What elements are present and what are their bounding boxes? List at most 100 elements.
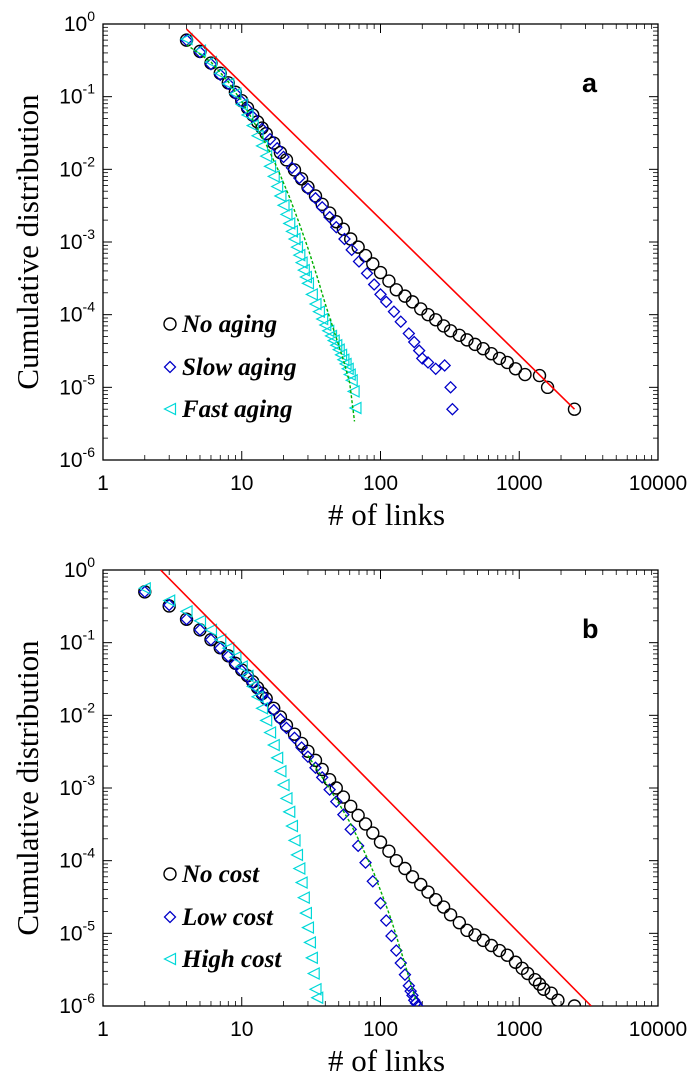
data-point (366, 874, 380, 888)
data-point (394, 315, 408, 329)
data-point (329, 795, 343, 809)
data-point (407, 993, 421, 1006)
chart-panel-b: 1 10 100 1000 10000 10-6 10-5 10-4 10-3 10-2 10-1 1… (10, 554, 687, 1078)
data-point (162, 598, 176, 612)
data-point (221, 641, 235, 655)
x-tick-label: 10 (230, 472, 253, 495)
data-point (436, 319, 451, 333)
data-point (409, 996, 423, 1006)
data-point (567, 999, 582, 1006)
data-point (255, 701, 269, 715)
data-point (213, 66, 227, 80)
data-point (301, 750, 315, 764)
cutoff-fit-line (307, 755, 417, 1001)
data-point (308, 297, 322, 311)
legend-marker (163, 867, 177, 881)
data-point (221, 77, 235, 91)
x-tick-label: 10 (230, 1018, 253, 1041)
y-tick-label: 10-6 (59, 444, 95, 472)
data-point (322, 773, 337, 787)
data-point (287, 232, 301, 246)
data-point (329, 781, 343, 795)
data-point (346, 384, 360, 398)
data-point (508, 362, 523, 376)
data-point (315, 200, 329, 214)
data-point (301, 180, 315, 194)
data-point (296, 263, 310, 277)
data-point (137, 581, 151, 595)
data-point (407, 335, 421, 349)
data-point (285, 161, 299, 175)
data-point (294, 256, 308, 270)
data-point (484, 347, 499, 361)
data-point (294, 736, 309, 751)
legend-label: Fast aging (181, 396, 292, 423)
y-axis-title: Cumulative distribution (10, 640, 45, 936)
data-point (221, 649, 235, 663)
y-axis-title: Cumulative distribution (10, 94, 45, 390)
data-point (263, 726, 277, 739)
data-point (536, 982, 551, 996)
data-point (382, 844, 396, 858)
data-point (385, 929, 398, 943)
data-point (270, 141, 284, 155)
data-point (234, 660, 248, 673)
data-point (292, 248, 306, 262)
data-point (270, 751, 284, 765)
data-point (421, 356, 435, 369)
data-point (267, 703, 281, 717)
data-point (179, 612, 194, 626)
legend-marker (163, 952, 177, 966)
x-tick-label: 1000 (496, 1018, 543, 1041)
data-point (379, 295, 393, 309)
data-point (263, 159, 277, 173)
data-point (402, 979, 416, 993)
y-tick-label: 10-3 (59, 226, 95, 254)
data-point (270, 180, 284, 193)
data-point (366, 826, 380, 840)
y-tick-label: 100 (64, 8, 95, 36)
data-point (398, 861, 412, 876)
data-point (429, 893, 443, 907)
data-point (567, 402, 582, 416)
data-point (312, 305, 326, 319)
x-tick-label: 10000 (629, 1018, 687, 1041)
y-tick-label: 10-1 (59, 81, 95, 109)
data-point (193, 623, 207, 637)
data-point (290, 848, 304, 862)
data-point (309, 191, 322, 205)
data-point (351, 808, 365, 823)
data-point (468, 337, 482, 352)
data-point (292, 171, 306, 185)
data-point (285, 819, 299, 833)
data-point (345, 243, 359, 257)
data-point (308, 982, 322, 996)
data-point (323, 210, 337, 224)
legend-marker (163, 402, 177, 416)
data-point (179, 604, 193, 618)
data-point (460, 923, 474, 938)
data-point (373, 265, 388, 280)
data-point (304, 287, 318, 301)
data-point (394, 956, 408, 970)
data-point (279, 791, 293, 805)
data-point (544, 986, 558, 1000)
data-point (366, 257, 380, 271)
y-tick-label: 10-5 (59, 917, 95, 945)
data-point (259, 149, 273, 163)
data-point (228, 87, 242, 101)
data-point (288, 731, 301, 745)
data-layer (137, 570, 592, 1006)
data-point (411, 999, 424, 1006)
data-point (250, 129, 264, 143)
x-axis-title: # of links (328, 1043, 445, 1076)
data-point (213, 633, 227, 647)
legend-marker (163, 360, 177, 374)
x-tick-label: 1000 (496, 472, 543, 495)
y-tick-label: 10-2 (59, 153, 95, 181)
data-point (358, 817, 373, 831)
data-point (351, 240, 365, 254)
legend: No aging Slow aging Fast aging (163, 311, 297, 423)
data-point (358, 248, 373, 263)
